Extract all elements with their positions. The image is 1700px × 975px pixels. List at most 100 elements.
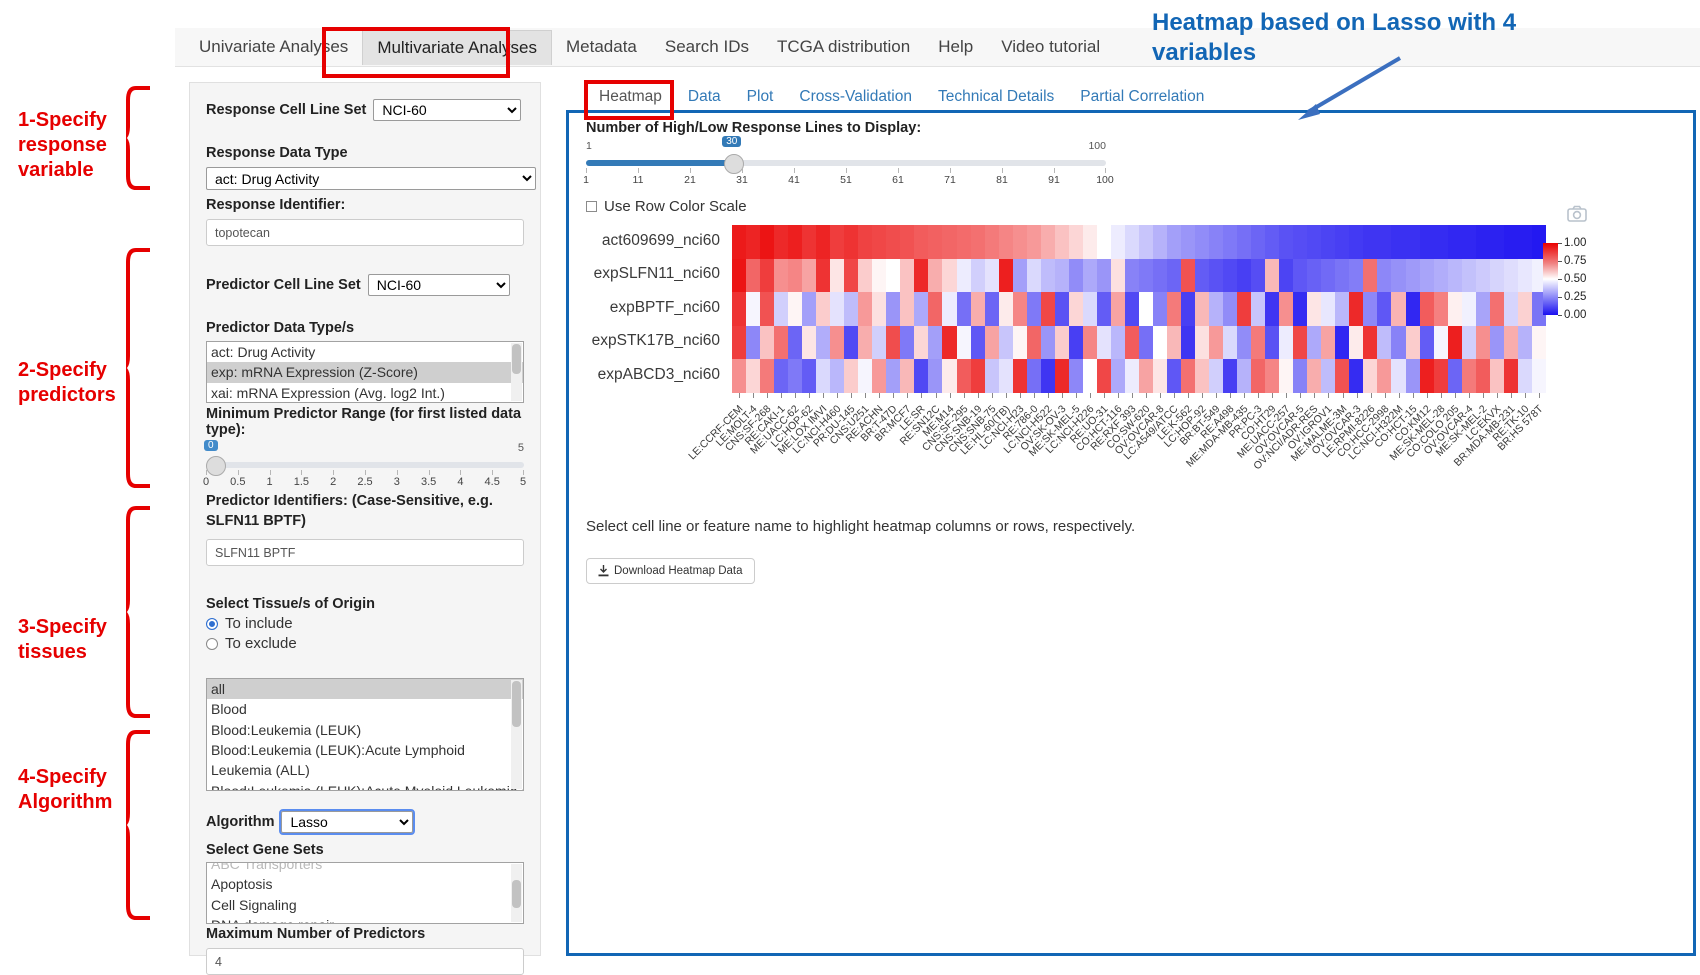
nav-tab-metadata[interactable]: Metadata (552, 30, 651, 64)
download-heatmap-data-button[interactable]: Download Heatmap Data (586, 558, 755, 584)
heatmap-cell[interactable] (1307, 259, 1321, 293)
heatmap-cell[interactable] (732, 326, 746, 360)
heatmap-cell[interactable] (1111, 326, 1125, 360)
heatmap-cell[interactable] (830, 225, 844, 259)
heatmap-cell[interactable] (844, 359, 858, 393)
heatmap-cell[interactable] (1265, 225, 1279, 259)
heatmap-cell[interactable] (957, 225, 971, 259)
heatmap-cell[interactable] (872, 292, 886, 326)
heatmap-cell[interactable] (1237, 292, 1251, 326)
heatmap-cell[interactable] (1321, 225, 1335, 259)
heatmap-cell[interactable] (1335, 259, 1349, 293)
tissue-listbox[interactable]: all Blood Blood:Leukemia (LEUK) Blood:Le… (206, 678, 524, 791)
heatmap-cell[interactable] (732, 359, 746, 393)
list-item[interactable]: Cell Signaling (207, 895, 523, 915)
heatmap-cell[interactable] (816, 326, 830, 360)
heatmap-cell[interactable] (1349, 225, 1363, 259)
heatmap-cell[interactable] (844, 225, 858, 259)
heatmap-cell[interactable] (732, 259, 746, 293)
heatmap-cell[interactable] (1363, 292, 1377, 326)
heatmap-cell[interactable] (1391, 259, 1405, 293)
heatmap-cell[interactable] (1153, 259, 1167, 293)
heatmap-cell[interactable] (1377, 359, 1391, 393)
heatmap-cell[interactable] (1055, 359, 1069, 393)
heatmap-row-label[interactable]: expSLFN11_nci60 (594, 265, 720, 283)
heatmap-cell[interactable] (1041, 259, 1055, 293)
heatmap-cell[interactable] (774, 259, 788, 293)
heatmap-cell[interactable] (1504, 225, 1518, 259)
heatmap-cell[interactable] (1041, 326, 1055, 360)
heatmap-cell[interactable] (760, 359, 774, 393)
heatmap-cell[interactable] (1476, 292, 1490, 326)
heatmap-cell[interactable] (1223, 292, 1237, 326)
heatmap-cell[interactable] (1504, 359, 1518, 393)
heatmap-cell[interactable] (1195, 292, 1209, 326)
heatmap-cell[interactable] (1153, 359, 1167, 393)
heatmap-cell[interactable] (858, 292, 872, 326)
heatmap-cell[interactable] (1532, 359, 1546, 393)
heatmap-cell[interactable] (1111, 225, 1125, 259)
heatmap-cell[interactable] (1349, 359, 1363, 393)
heatmap-cell[interactable] (1251, 259, 1265, 293)
heatmap-cell[interactable] (1349, 326, 1363, 360)
heatmap-cell[interactable] (1195, 259, 1209, 293)
heatmap-cell[interactable] (1434, 359, 1448, 393)
heatmap-cell[interactable] (1363, 225, 1377, 259)
list-item[interactable]: ABC Transporters (207, 862, 523, 874)
heatmap-cell[interactable] (802, 359, 816, 393)
heatmap-cell[interactable] (1462, 326, 1476, 360)
heatmap-cell[interactable] (1153, 292, 1167, 326)
row-color-scale-checkbox[interactable] (586, 201, 597, 212)
heatmap-cell[interactable] (1209, 292, 1223, 326)
heatmap-cell[interactable] (1293, 326, 1307, 360)
heatmap-cell[interactable] (1448, 326, 1462, 360)
heatmap-cell[interactable] (985, 292, 999, 326)
heatmap-cell[interactable] (1279, 359, 1293, 393)
heatmap-cell[interactable] (1476, 359, 1490, 393)
heatmap-cell[interactable] (816, 225, 830, 259)
heatmap-cell[interactable] (788, 326, 802, 360)
heatmap-cell[interactable] (1420, 259, 1434, 293)
heatmap-cell[interactable] (914, 326, 928, 360)
heatmap-cell[interactable] (830, 259, 844, 293)
heatmap-cell[interactable] (1195, 326, 1209, 360)
heatmap-cell[interactable] (886, 326, 900, 360)
min-predictor-range-slider[interactable]: 0 5 0 0.5 1 1.5 2 2.5 3 3.5 4 4.5 5 (206, 444, 524, 490)
heatmap-cell[interactable] (1265, 326, 1279, 360)
heatmap-cell[interactable] (1069, 292, 1083, 326)
heatmap-cell[interactable] (1237, 326, 1251, 360)
response-cell-line-set-select[interactable]: NCI-60 (373, 99, 521, 121)
heatmap-cell[interactable] (1462, 259, 1476, 293)
heatmap-cell[interactable] (802, 259, 816, 293)
heatmap-cell[interactable] (1027, 259, 1041, 293)
subtab-cross-validation[interactable]: Cross-Validation (786, 82, 925, 112)
heatmap-cell[interactable] (1265, 292, 1279, 326)
heatmap-cell[interactable] (1335, 326, 1349, 360)
heatmap-cell[interactable] (886, 259, 900, 293)
heatmap-cell[interactable] (1083, 225, 1097, 259)
tissue-include-radio-row[interactable]: To include (206, 615, 524, 632)
heatmap-cell[interactable] (1097, 359, 1111, 393)
heatmap-cell[interactable] (1391, 292, 1405, 326)
heatmap-cell[interactable] (1111, 359, 1125, 393)
heatmap-cell[interactable] (957, 259, 971, 293)
heatmap-cell[interactable] (1195, 359, 1209, 393)
heatmap-cell[interactable] (802, 326, 816, 360)
heatmap-cell[interactable] (1237, 225, 1251, 259)
heatmap-row-label[interactable]: expABCD3_nci60 (598, 366, 720, 384)
heatmap-cell[interactable] (1041, 225, 1055, 259)
heatmap-cell[interactable] (1027, 326, 1041, 360)
heatmap-cell[interactable] (816, 259, 830, 293)
heatmap-cell[interactable] (985, 326, 999, 360)
heatmap-cell[interactable] (1335, 225, 1349, 259)
heatmap-cell[interactable] (1377, 326, 1391, 360)
heatmap-cell[interactable] (1083, 259, 1097, 293)
heatmap-cell[interactable] (1055, 326, 1069, 360)
heatmap-cell[interactable] (942, 259, 956, 293)
heatmap-cell[interactable] (1265, 259, 1279, 293)
heatmap-cell[interactable] (1181, 292, 1195, 326)
heatmap-cell[interactable] (1237, 259, 1251, 293)
heatmap-cell[interactable] (1377, 259, 1391, 293)
heatmap-cell[interactable] (1181, 225, 1195, 259)
heatmap-cell[interactable] (999, 259, 1013, 293)
